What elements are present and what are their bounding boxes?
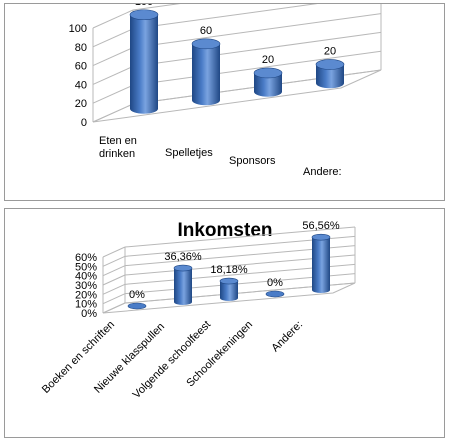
y-tick-label: 20% [75,289,97,301]
bar-top [173,264,193,272]
gridline-side [92,9,134,29]
x-tick-label: drinken [99,148,135,160]
y-tick-label: 40% [75,271,97,283]
gridline-side [102,255,126,267]
gridline-back [132,13,382,49]
data-label: 18,18% [210,264,248,276]
data-label: 20 [324,45,336,57]
gridline-side [102,293,126,305]
chart-panel-inkomsten: Inkomsten 0% 10% 20% 30% 40% 50% 60% 0% Boeken en… [4,208,445,438]
chart-floor [102,282,356,314]
bar-flat [265,290,285,298]
bar-top [191,38,221,50]
y-tick-label: 40 [75,79,87,91]
x-tick-label: Andere: [269,319,305,355]
gridline-side [92,28,134,48]
y-tick-label: 60 [75,61,87,73]
x-tick-label: Andere: [303,166,342,178]
gridline-side [92,84,134,104]
y-tick-label: 100 [69,23,87,35]
bar-top [311,233,331,241]
y-tick-label: 0% [81,308,97,320]
bar-cylinder [192,43,220,106]
y-tick-label: 30% [75,280,97,292]
gridline-back [132,50,382,86]
bar-cylinder [312,237,330,293]
gridline-side [102,246,126,258]
y-tick-label: 0 [81,117,87,129]
bar-cylinder [130,14,158,114]
data-label: 56,56% [302,220,340,232]
bar-cylinder [220,281,238,301]
chart-floor [92,69,382,123]
data-label: 0% [267,277,283,289]
gridline-side [92,65,134,85]
y-tick-label: 50% [75,261,97,273]
y-tick-label: 20 [75,98,87,110]
data-label: 60 [200,25,212,37]
bar-top [315,59,345,70]
x-tick-label: Eten en [99,135,137,147]
bar-cylinder [174,268,192,305]
bar-top [253,67,283,79]
gridline-back [132,31,382,67]
gridline-back [132,4,181,11]
gridline-side [102,274,126,286]
gridline-back [124,226,356,248]
bar-cylinder [254,72,282,97]
data-label: 0% [129,289,145,301]
y-tick-label: 80 [75,42,87,54]
data-label: 36,36% [164,251,202,263]
bar-top [129,9,159,21]
data-label: 100 [135,4,153,8]
x-tick-label: Volgende schoolfeest [131,319,213,401]
x-tick-label: Spelletjes [165,147,213,159]
gridline-side [92,47,134,67]
bar-cylinder [316,64,344,89]
gridline-back [132,4,318,30]
bar-top [219,277,239,285]
bar-flat [127,302,147,310]
gridline-side [102,265,126,277]
gridline-side [102,283,126,295]
y-tick-label: 60% [75,252,97,264]
y-tick-label: 10% [75,299,97,311]
x-tick-label: Sponsors [229,155,276,167]
data-label: 20 [262,54,274,66]
